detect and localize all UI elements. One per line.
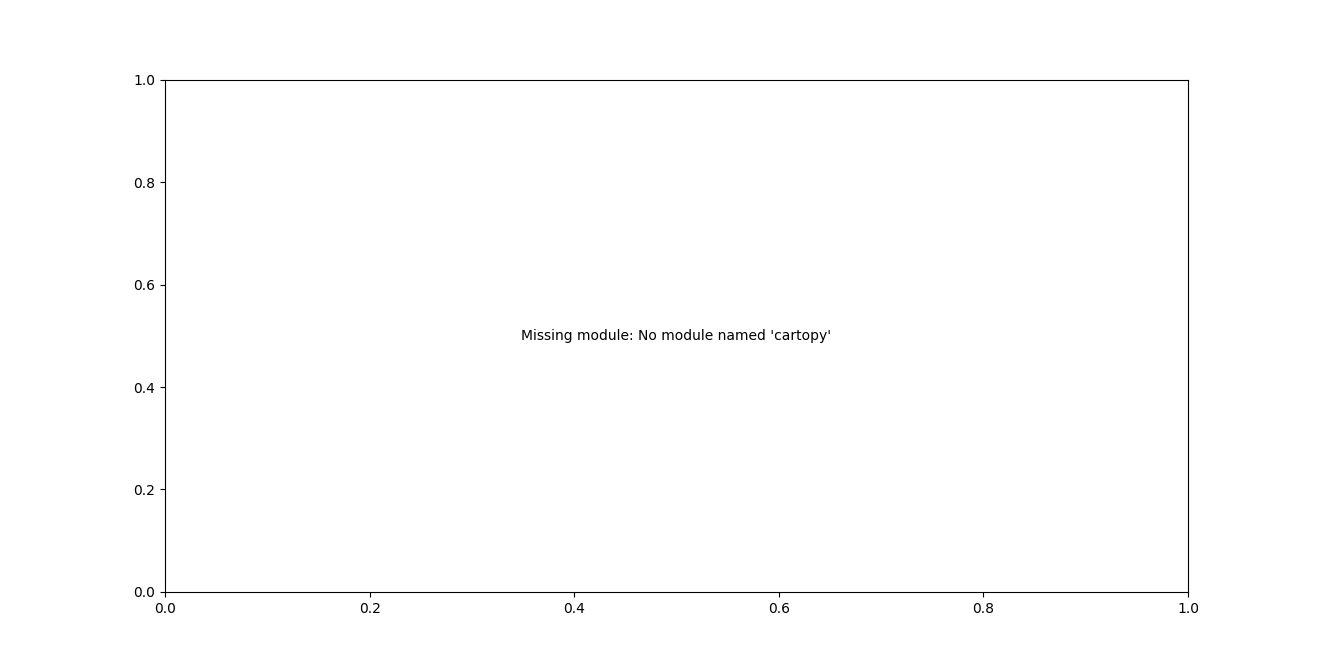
Text: Missing module: No module named 'cartopy': Missing module: No module named 'cartopy… (521, 329, 832, 343)
